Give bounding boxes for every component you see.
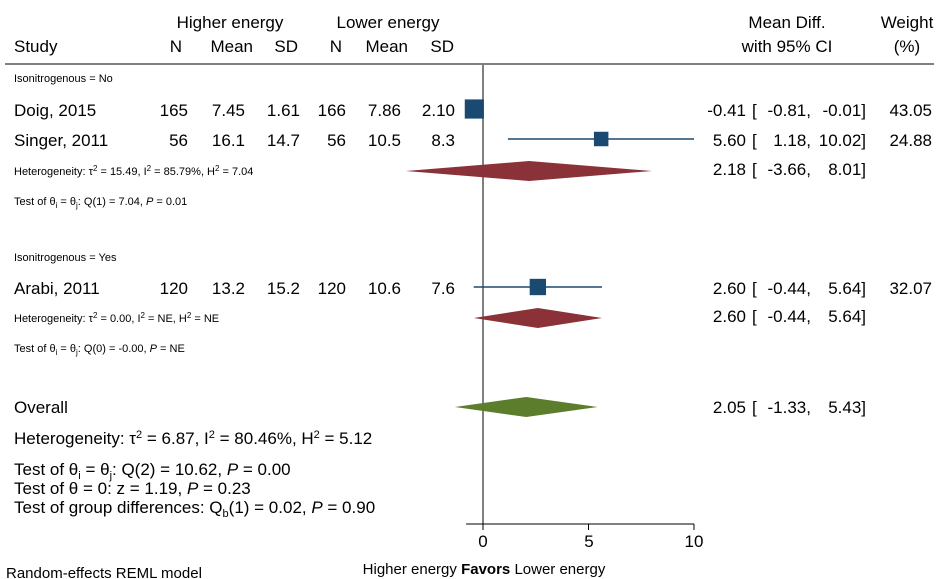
weight-value: 43.05 — [889, 101, 932, 120]
study-name: Arabi, 2011 — [14, 279, 100, 298]
summary-md: 2.60 — [713, 307, 746, 326]
summary-ci-upper: 8.01] — [828, 160, 866, 179]
n-lower: 120 — [318, 279, 346, 298]
ci-upper: 5.64] — [828, 279, 866, 298]
header-ci: with 95% CI — [741, 37, 833, 56]
sd-lower: 8.3 — [431, 131, 455, 150]
plot-marks — [405, 65, 695, 530]
study-marker — [464, 99, 484, 119]
sd-higher: 15.2 — [267, 279, 300, 298]
header-mean-lower: Mean — [365, 37, 408, 56]
ci-bracket: [ — [752, 160, 757, 179]
overall-heterogeneity: Heterogeneity: τ2 = 6.87, I2 = 80.46%, H… — [14, 429, 372, 448]
group-label: Isonitrogenous = Yes — [14, 252, 117, 264]
tick-label: 0 — [478, 532, 487, 551]
header-sd-lower: SD — [430, 37, 454, 56]
summary-ci-lower: -3.66, — [768, 160, 811, 179]
overall-label: Overall — [14, 398, 68, 417]
ci-bracket: [ — [752, 131, 757, 150]
favors-label: Higher energy Favors Lower energy — [363, 561, 606, 578]
header-lower-energy: Lower energy — [336, 13, 440, 32]
table-row: Singer, 2011 56 16.1 14.7 56 10.5 8.3 5.… — [14, 131, 932, 150]
ci-bracket: [ — [752, 279, 757, 298]
weight-value: 24.88 — [889, 131, 932, 150]
tick-label: 5 — [584, 532, 593, 551]
weight-value: 32.07 — [889, 279, 932, 298]
sd-lower: 7.6 — [431, 279, 455, 298]
subgroup-diamond — [405, 161, 653, 181]
sd-lower: 2.10 — [422, 101, 455, 120]
mean-lower: 7.86 — [368, 101, 401, 120]
sd-higher: 14.7 — [267, 131, 300, 150]
header-weight: Weight — [881, 13, 934, 32]
n-higher: 165 — [160, 101, 188, 120]
mean-higher: 13.2 — [212, 279, 245, 298]
overall-ci-lower: -1.33, — [768, 398, 811, 417]
ci-bracket: [ — [752, 398, 757, 417]
header-study: Study — [14, 37, 58, 56]
mean-higher: 7.45 — [212, 101, 245, 120]
md-value: 5.60 — [713, 131, 746, 150]
ci-upper: -0.01] — [823, 101, 866, 120]
overall-test-q: Test of θi = θj: Q(2) = 10.62, P = 0.00 — [14, 460, 291, 482]
header-n-lower: N — [330, 37, 342, 56]
n-lower: 166 — [318, 101, 346, 120]
ci-lower: 1.18, — [773, 131, 811, 150]
mean-lower: 10.6 — [368, 279, 401, 298]
sd-higher: 1.61 — [267, 101, 300, 120]
md-value: 2.60 — [713, 279, 746, 298]
ci-bracket: [ — [752, 101, 757, 120]
study-name: Singer, 2011 — [14, 131, 108, 150]
mean-lower: 10.5 — [368, 131, 401, 150]
header-higher-energy: Higher energy — [177, 13, 284, 32]
subgroup-heterogeneity: Heterogeneity: τ2 = 15.49, I2 = 85.79%, … — [14, 164, 253, 178]
header-n-higher: N — [170, 37, 182, 56]
summary-ci-lower: -0.44, — [768, 307, 811, 326]
table-row: Arabi, 2011 120 13.2 15.2 120 10.6 7.6 2… — [14, 279, 932, 298]
n-higher: 120 — [160, 279, 188, 298]
header-mean-higher: Mean — [210, 37, 253, 56]
summary-md: 2.18 — [713, 160, 746, 179]
summary-ci-upper: 5.64] — [828, 307, 866, 326]
tick-label: 10 — [685, 532, 704, 551]
ci-lower: -0.81, — [768, 101, 811, 120]
header-mean-diff: Mean Diff. — [748, 13, 825, 32]
header-weight-unit: (%) — [894, 37, 920, 56]
overall-ci-upper: 5.43] — [828, 398, 866, 417]
group-label: Isonitrogenous = No — [14, 73, 113, 85]
table-row: Doig, 2015 165 7.45 1.61 166 7.86 2.10 -… — [14, 101, 932, 120]
n-lower: 56 — [327, 131, 346, 150]
study-marker — [593, 131, 609, 147]
overall-test-z: Test of θ = 0: z = 1.19, P = 0.23 — [14, 479, 251, 498]
n-higher: 56 — [169, 131, 188, 150]
header-sd-higher: SD — [274, 37, 298, 56]
study-marker — [529, 278, 547, 296]
md-value: -0.41 — [707, 101, 746, 120]
model-note: Random-effects REML model — [6, 565, 202, 579]
ci-bracket: [ — [752, 307, 757, 326]
subgroup-test: Test of θi = θj: Q(0) = -0.00, P = NE — [14, 343, 185, 357]
overall-test-group: Test of group differences: Qb(1) = 0.02,… — [14, 498, 375, 520]
subgroup-test: Test of θi = θj: Q(1) = 7.04, P = 0.01 — [14, 196, 187, 210]
subgroup-diamond — [473, 308, 603, 328]
study-name: Doig, 2015 — [14, 101, 96, 120]
ci-lower: -0.44, — [768, 279, 811, 298]
ci-upper: 10.02] — [819, 131, 866, 150]
mean-higher: 16.1 — [212, 131, 245, 150]
overall-md: 2.05 — [713, 398, 746, 417]
subgroup-heterogeneity: Heterogeneity: τ2 = 0.00, I2 = NE, H2 = … — [14, 311, 219, 325]
overall-diamond — [454, 397, 598, 417]
